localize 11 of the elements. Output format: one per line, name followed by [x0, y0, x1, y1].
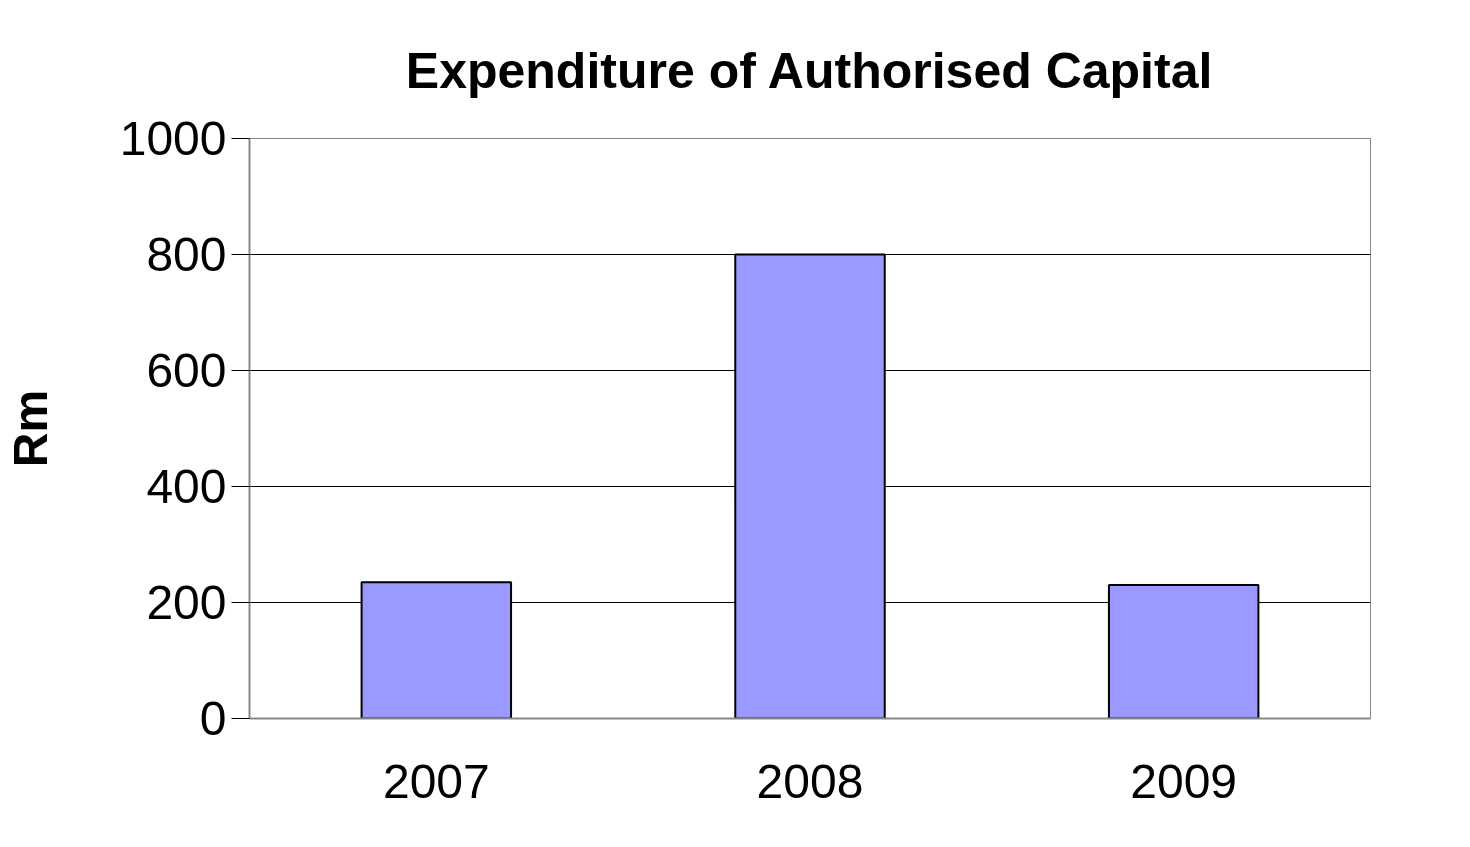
- y-tick-label: 800: [146, 228, 227, 281]
- y-axis-title: Rm: [3, 389, 57, 468]
- y-tick-label: 200: [146, 576, 227, 629]
- x-tick-label: 2007: [382, 754, 490, 808]
- y-tick-label: 400: [146, 460, 227, 513]
- y-tick-label: 0: [199, 692, 227, 745]
- y-tick-label: 600: [146, 344, 227, 397]
- chart-title: Expenditure of Authorised Capital: [405, 42, 1213, 99]
- x-tick-label: 2008: [756, 754, 864, 808]
- y-tick-label: 1000: [119, 112, 227, 165]
- x-tick-label: 2009: [1130, 754, 1238, 808]
